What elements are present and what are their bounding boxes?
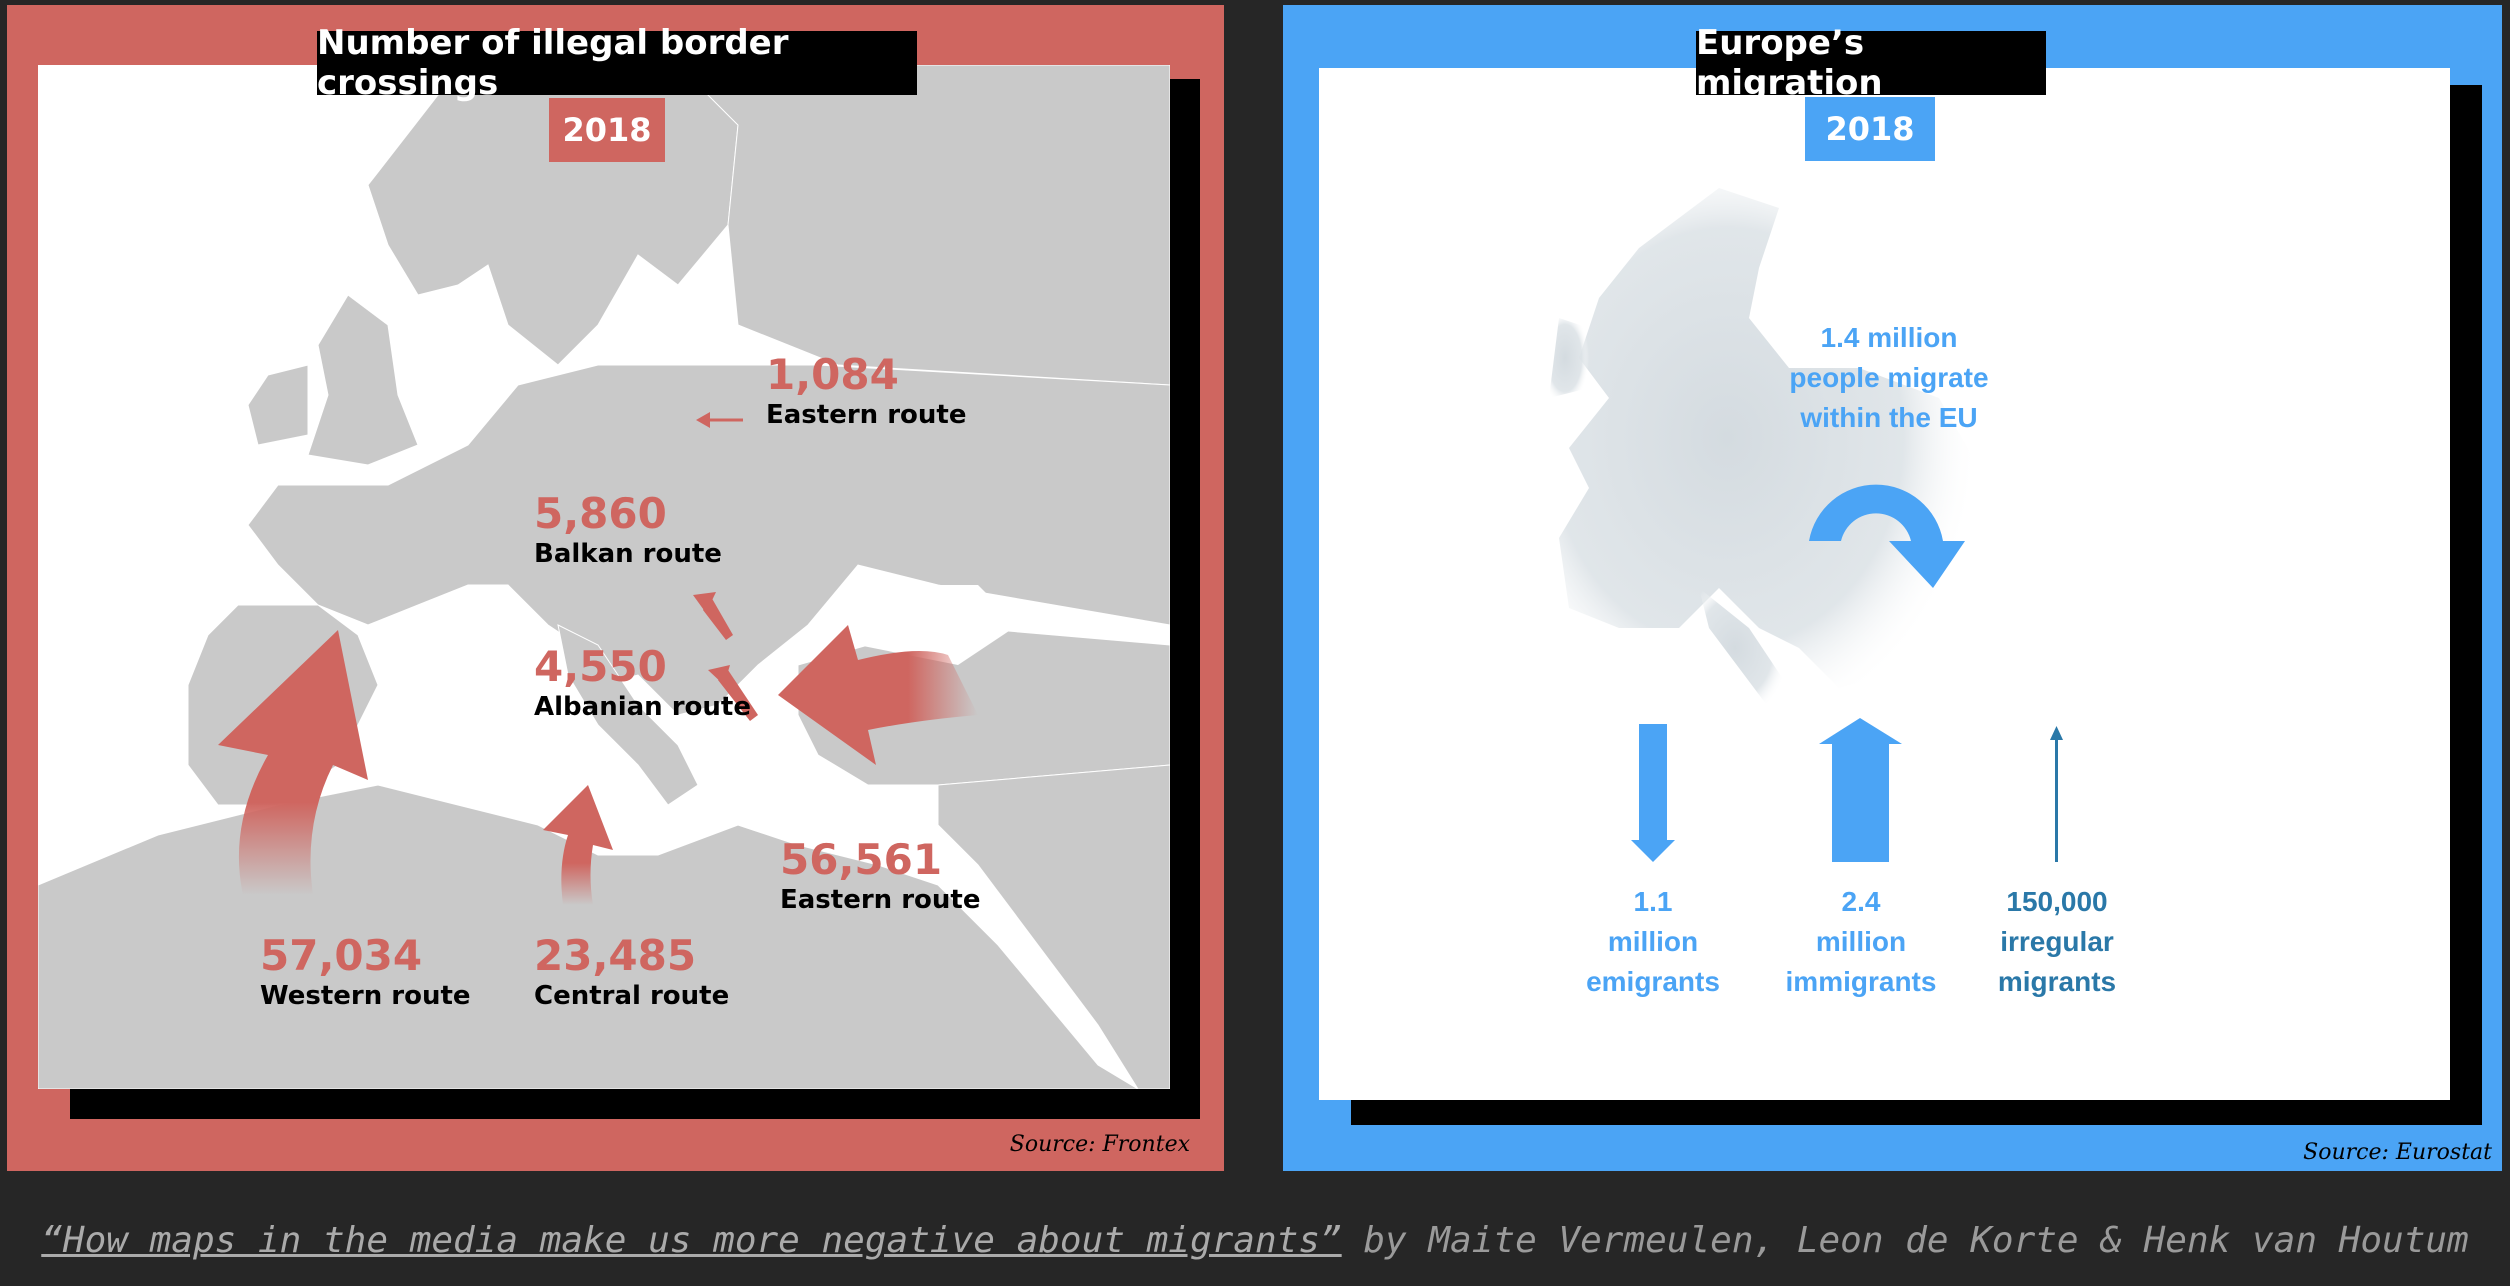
europe-map-faded bbox=[1549, 188, 2063, 862]
article-byline: by Maite Vermeulen, Leon de Korte & Henk… bbox=[1341, 1220, 2469, 1261]
eastern-route-large-value: 56,561 bbox=[780, 835, 943, 884]
emigrants-line-1: 1.1 bbox=[1633, 886, 1673, 917]
immigrants-line-2: million bbox=[1815, 926, 1907, 957]
frontex-year-badge: 2018 bbox=[549, 98, 665, 162]
immigrants-line-3: immigrants bbox=[1785, 966, 1937, 997]
internal-migration-label: 1.4 million people migrate within the EU bbox=[1739, 318, 2039, 438]
western-route-label: Western route bbox=[260, 981, 471, 1011]
central-route-label: Central route bbox=[534, 981, 730, 1011]
internal-migration-line-1: 1.4 million bbox=[1820, 322, 1958, 353]
frontex-source: Source: Frontex bbox=[1009, 1132, 1190, 1157]
frontex-map-panel: 1,084 Eastern route 5,860 Balkan route 4… bbox=[7, 5, 1224, 1171]
balkan-route-value: 5,860 bbox=[534, 489, 667, 538]
emigrants-line-2: million bbox=[1607, 926, 1699, 957]
internal-migration-line-2: people migrate bbox=[1789, 362, 1989, 393]
frontex-map: 1,084 Eastern route 5,860 Balkan route 4… bbox=[38, 65, 1170, 1089]
western-route-value: 57,034 bbox=[260, 931, 423, 980]
eurostat-source: Source: Eurostat bbox=[2303, 1140, 2492, 1165]
immigrants-line-1: 2.4 bbox=[1841, 886, 1881, 917]
internal-migration-line-3: within the EU bbox=[1800, 402, 1978, 433]
emigrants-label: 1.1 million emigrants bbox=[1553, 882, 1753, 1002]
balkan-route-label: Balkan route bbox=[534, 539, 722, 569]
eastern-route-small-label: Eastern route bbox=[766, 400, 967, 430]
albanian-route-value: 4,550 bbox=[534, 642, 667, 691]
emigrants-line-3: emigrants bbox=[1586, 966, 1720, 997]
irregular-line-3: migrants bbox=[1997, 966, 2117, 997]
albanian-route-label: Albanian route bbox=[534, 692, 751, 722]
irregular-migrants-label: 150,000 irregular migrants bbox=[1957, 882, 2157, 1002]
eastern-route-small-value: 1,084 bbox=[766, 350, 899, 399]
eurostat-map-title: Europe’s migration bbox=[1696, 23, 2046, 103]
eastern-route-large-label: Eastern route bbox=[780, 885, 981, 915]
europe-map-grey bbox=[38, 65, 1170, 1089]
frontex-map-title: Number of illegal border crossings bbox=[317, 23, 917, 103]
eurostat-map-panel: 1.4 million people migrate within the EU… bbox=[1283, 5, 2502, 1171]
article-caption: “How maps in the media make us more nega… bbox=[0, 1220, 2510, 1261]
irregular-line-2: irregular bbox=[2000, 926, 2114, 957]
central-route-value: 23,485 bbox=[534, 931, 697, 980]
eurostat-map: 1.4 million people migrate within the EU… bbox=[1319, 68, 2450, 1100]
article-link[interactable]: “How maps in the media make us more nega… bbox=[41, 1220, 1342, 1261]
immigrants-label: 2.4 million immigrants bbox=[1761, 882, 1961, 1002]
eurostat-year-badge: 2018 bbox=[1805, 97, 1935, 161]
irregular-line-1: 150,000 bbox=[2006, 886, 2108, 917]
